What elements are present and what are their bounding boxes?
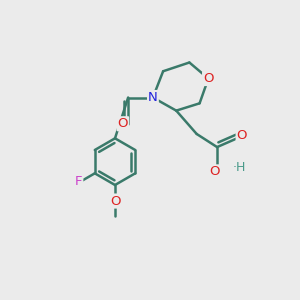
Text: O: O [209, 165, 220, 178]
Text: F: F [75, 175, 82, 188]
Text: O: O [237, 129, 247, 142]
Text: N: N [148, 91, 158, 104]
Text: O: O [118, 117, 128, 130]
Text: ·H: ·H [232, 161, 246, 174]
Text: O: O [203, 72, 214, 85]
Text: O: O [110, 194, 120, 208]
